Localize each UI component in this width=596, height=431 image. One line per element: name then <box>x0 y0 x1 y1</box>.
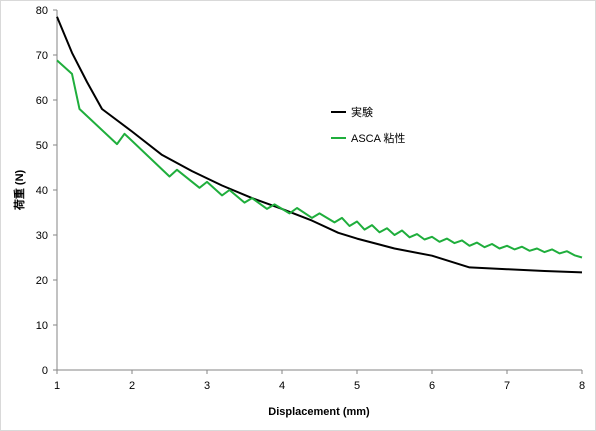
x-tick-label: 2 <box>129 380 135 392</box>
y-tick-label: 20 <box>36 275 48 287</box>
y-tick-label: 70 <box>36 50 48 62</box>
y-tick-label: 50 <box>36 140 48 152</box>
series-layer <box>56 16 583 274</box>
y-tick-label: 0 <box>42 365 48 377</box>
x-tick-label: 3 <box>204 380 210 392</box>
legend-label-1: 実験 <box>351 105 373 119</box>
series-line-2 <box>56 59 583 259</box>
x-tick-label: 4 <box>279 380 285 392</box>
y-tick-label: 30 <box>36 230 48 242</box>
y-tick-label: 80 <box>36 5 48 17</box>
x-tick-label: 7 <box>504 380 510 392</box>
legend: 実験 ASCA 粘性 <box>331 105 405 145</box>
y-tick-label: 60 <box>36 95 48 107</box>
axes: 0 10 20 30 40 50 60 70 80 1 2 3 4 5 6 7 8 <box>36 5 585 392</box>
y-axis-title: 荷重 (N) <box>12 170 26 212</box>
x-tick-label: 8 <box>579 380 585 392</box>
y-tick-label: 10 <box>36 320 48 332</box>
x-tick-label: 5 <box>354 380 360 392</box>
y-tick-label: 40 <box>36 185 48 197</box>
x-tick-label: 6 <box>429 380 435 392</box>
x-tick-label: 1 <box>54 380 60 392</box>
x-axis-title: Displacement (mm) <box>268 406 370 418</box>
legend-label-2: ASCA 粘性 <box>351 131 405 145</box>
